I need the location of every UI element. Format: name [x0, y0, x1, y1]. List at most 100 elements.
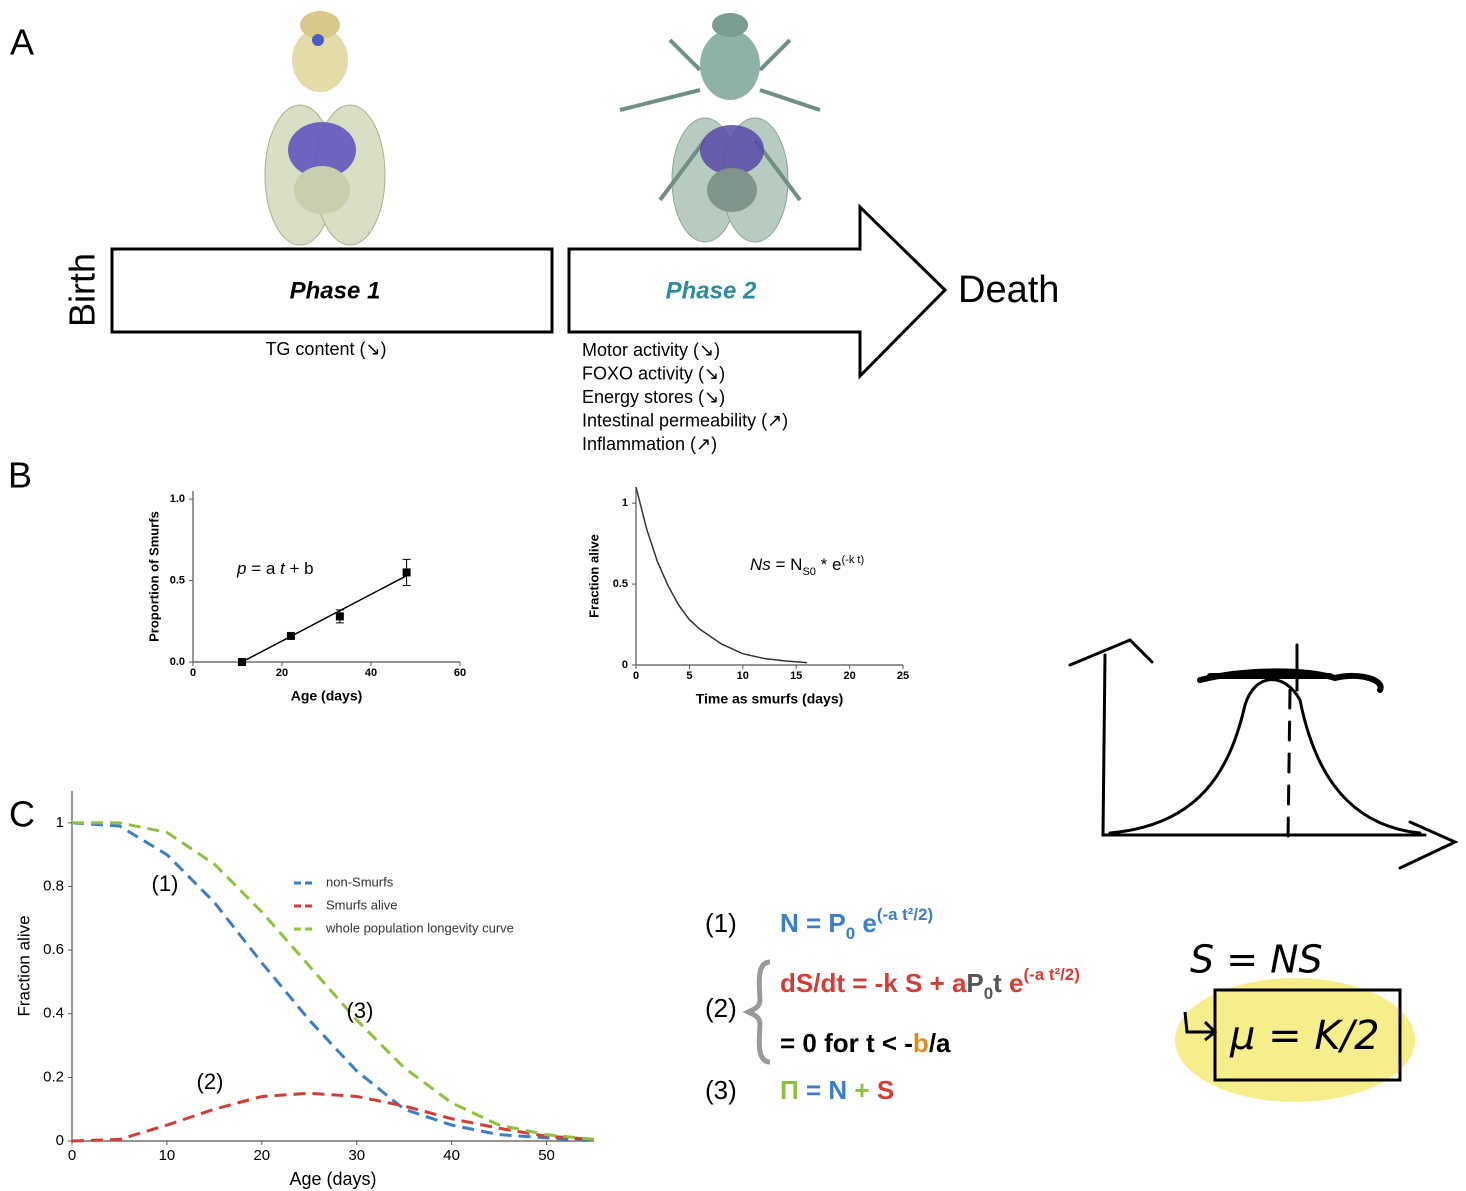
- equation: Π = N + S: [780, 1075, 894, 1105]
- legend-label: Smurfs alive: [326, 897, 398, 912]
- text-part: * e: [816, 555, 842, 574]
- text-part: P: [966, 968, 983, 998]
- phase-trait: Motor activity (↘): [582, 340, 720, 360]
- text-part: /a: [929, 1028, 951, 1058]
- x-tick-label: 20: [843, 670, 855, 682]
- phase-trait: Energy stores (↘): [582, 387, 725, 407]
- y-tick-label: 0.2: [43, 1068, 64, 1085]
- note-box: [1213, 988, 1402, 1082]
- fly-phase-2: [619, 13, 821, 243]
- equation-number: (3): [705, 1075, 737, 1105]
- text-part: N: [828, 1075, 847, 1105]
- y-tick-label: 0: [622, 659, 628, 671]
- timeline-start: Birth: [62, 253, 103, 327]
- phase-label: Phase 2: [666, 277, 757, 304]
- text-part: 0: [984, 984, 993, 1003]
- text-part: = N: [771, 555, 803, 574]
- x-tick-label: 20: [253, 1147, 270, 1164]
- y-tick-label: 0.5: [613, 578, 628, 590]
- text-part: Ns: [750, 555, 771, 574]
- x-tick-label: 10: [159, 1147, 176, 1164]
- note: μ = K/2: [1229, 1013, 1380, 1059]
- text-part: t: [280, 559, 286, 578]
- fit-line: [241, 575, 407, 663]
- y-tick-label: 1: [56, 814, 64, 831]
- text-part: b: [913, 1028, 929, 1058]
- point: [286, 631, 295, 640]
- text-part: e: [1002, 968, 1024, 998]
- x-tick-label: 15: [790, 670, 802, 682]
- text-part: = a: [246, 559, 280, 578]
- curve-label: (1): [152, 871, 179, 896]
- text-part: e: [855, 908, 877, 938]
- panel-label: C: [9, 794, 35, 835]
- y-axis-label: Fraction alive: [586, 534, 601, 618]
- equation-number: (2): [705, 993, 737, 1023]
- timeline-end: Death: [958, 269, 1059, 311]
- text-part: p: [236, 559, 246, 578]
- curve-label: (2): [197, 1069, 224, 1094]
- phase-2-arrow: [567, 203, 948, 380]
- series-line: [71, 821, 595, 1143]
- x-tick-label: 50: [538, 1147, 555, 1164]
- phase-trait: Inflammation (↗): [582, 434, 717, 454]
- text-part: =: [799, 1075, 829, 1105]
- brace: [742, 959, 771, 1065]
- legend-label: non-Smurfs: [326, 874, 394, 889]
- x-tick-label: 5: [686, 670, 692, 682]
- y-axis-label: Fraction alive: [14, 915, 33, 1016]
- note-arrow: [1183, 1011, 1218, 1042]
- text-part: = -k S + a: [845, 968, 967, 998]
- fly-phase-1: [264, 11, 386, 246]
- y-tick-label: 0.6: [43, 941, 64, 958]
- text-part: S0: [802, 566, 816, 578]
- x-tick-label: 20: [276, 667, 288, 679]
- phase-1-box: [110, 247, 554, 334]
- text-part: 0: [846, 924, 855, 943]
- highlight: [1175, 978, 1415, 1102]
- y-tick-label: 1: [622, 497, 628, 509]
- y-axis-label: Proportion of Smurfs: [146, 511, 161, 642]
- x-tick-label: 10: [737, 670, 749, 682]
- text-part: + b: [285, 559, 314, 578]
- x-tick-label: 30: [348, 1147, 365, 1164]
- x-tick-label: 0: [190, 667, 196, 679]
- legend-label: whole population longevity curve: [325, 920, 514, 935]
- x-tick-label: 60: [454, 667, 466, 679]
- series-line: [635, 486, 807, 664]
- text-part: Π: [780, 1075, 799, 1105]
- x-tick-label: 0: [68, 1147, 76, 1164]
- equation: N = P0 e(-a t²/2): [780, 905, 933, 943]
- y-tick-label: 0: [56, 1132, 64, 1149]
- series-line: [71, 1091, 595, 1143]
- x-tick-label: 0: [633, 670, 639, 682]
- y-tick-label: 0.0: [170, 656, 185, 668]
- note: S = NS: [1190, 938, 1323, 982]
- y-tick-label: 0.5: [170, 574, 185, 586]
- equation: dS/dt = -k S + aP0t e(-a t²/2): [780, 965, 1080, 1003]
- x-axis-label: Age (days): [289, 1169, 376, 1189]
- equation-number: (1): [705, 908, 737, 938]
- x-axis-label: Age (days): [291, 688, 363, 704]
- point: [402, 568, 411, 577]
- equation: Ns = NS0 * e(-k t): [750, 554, 864, 578]
- point: [237, 658, 246, 666]
- hand-drawing: [1068, 638, 1459, 870]
- text-part: (-k t): [841, 554, 864, 566]
- point: [335, 612, 344, 621]
- text-part: (-a t²/2): [1024, 965, 1080, 984]
- x-tick-label: 40: [365, 667, 377, 679]
- equation: = 0 for t < -b/a: [780, 1028, 951, 1058]
- text-part: t: [993, 968, 1002, 998]
- panel-label: A: [10, 22, 34, 63]
- x-tick-label: 25: [897, 670, 909, 682]
- text-part: S: [877, 1075, 894, 1105]
- x-axis-label: Time as smurfs (days): [696, 691, 844, 707]
- phase-trait: FOXO activity (↘): [582, 363, 725, 383]
- phase-label: Phase 1: [290, 277, 381, 304]
- text-part: +: [847, 1075, 877, 1105]
- x-tick-label: 40: [443, 1147, 460, 1164]
- text-part: = 0 for t < -: [780, 1028, 913, 1058]
